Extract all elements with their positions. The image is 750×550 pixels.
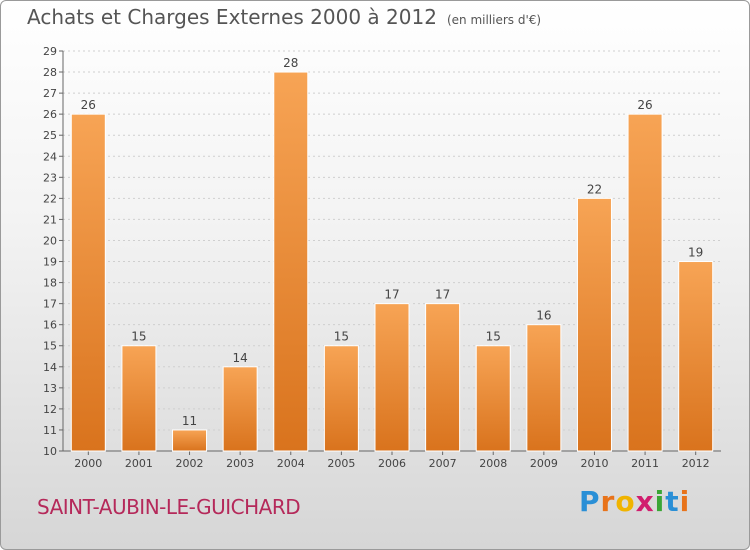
chart-title: Achats et Charges Externes 2000 à 2012 (e… bbox=[27, 5, 541, 29]
y-tick-label: 28 bbox=[43, 66, 57, 79]
x-tick-label: 2003 bbox=[226, 457, 254, 470]
x-tick-label: 2002 bbox=[176, 457, 204, 470]
bar bbox=[374, 303, 410, 452]
y-tick-label: 10 bbox=[43, 445, 57, 458]
x-tick-label: 2009 bbox=[530, 457, 558, 470]
y-tick-label: 12 bbox=[43, 403, 57, 416]
bar-value-label: 15 bbox=[334, 330, 349, 344]
bar-value-label: 19 bbox=[688, 246, 703, 260]
x-tick-label: 2005 bbox=[327, 457, 355, 470]
logo-letter: i bbox=[679, 485, 691, 518]
x-tick-label: 2010 bbox=[580, 457, 608, 470]
logo-letter: x bbox=[635, 485, 655, 518]
y-tick-label: 11 bbox=[43, 424, 57, 437]
bar-value-label: 14 bbox=[233, 351, 248, 365]
y-tick-label: 26 bbox=[43, 108, 57, 121]
bar bbox=[323, 345, 359, 452]
title-text: Achats et Charges Externes 2000 à 2012 bbox=[27, 5, 437, 29]
bar bbox=[678, 261, 714, 452]
logo-letter: o bbox=[615, 485, 636, 518]
bar-value-label: 26 bbox=[637, 98, 652, 112]
x-tick-label: 2008 bbox=[479, 457, 507, 470]
y-tick-label: 21 bbox=[43, 213, 57, 226]
y-tick-label: 23 bbox=[43, 171, 57, 184]
y-tick-label: 22 bbox=[43, 192, 57, 205]
bar bbox=[70, 113, 106, 452]
y-tick-label: 18 bbox=[43, 277, 57, 290]
bar bbox=[222, 366, 258, 452]
x-tick-label: 2001 bbox=[125, 457, 153, 470]
logo-letter: P bbox=[579, 485, 601, 518]
bar bbox=[121, 345, 157, 452]
x-tick-label: 2004 bbox=[277, 457, 305, 470]
y-tick-label: 15 bbox=[43, 340, 57, 353]
bar-value-label: 26 bbox=[81, 98, 96, 112]
logo-letter: t bbox=[665, 485, 680, 518]
y-tick-label: 29 bbox=[43, 45, 57, 58]
y-tick-label: 19 bbox=[43, 256, 57, 269]
bar bbox=[273, 71, 309, 452]
bar-value-label: 22 bbox=[587, 182, 602, 196]
y-tick-label: 27 bbox=[43, 87, 57, 100]
y-tick-label: 25 bbox=[43, 129, 57, 142]
x-tick-label: 2012 bbox=[682, 457, 710, 470]
bar-value-label: 16 bbox=[536, 309, 551, 323]
bar bbox=[576, 197, 612, 452]
bar bbox=[526, 324, 562, 452]
bar bbox=[627, 113, 663, 452]
bar-value-label: 17 bbox=[384, 288, 399, 302]
subtitle-text: (en milliers d'€) bbox=[446, 13, 542, 27]
x-tick-label: 2007 bbox=[429, 457, 457, 470]
bars bbox=[70, 71, 714, 452]
x-tick-label: 2000 bbox=[74, 457, 102, 470]
y-tick-label: 13 bbox=[43, 382, 57, 395]
bar-value-label: 15 bbox=[131, 330, 146, 344]
y-tick-label: 16 bbox=[43, 319, 57, 332]
x-tick-label: 2006 bbox=[378, 457, 406, 470]
bar bbox=[475, 345, 511, 452]
y-tick-label: 24 bbox=[43, 150, 57, 163]
y-tick-label: 14 bbox=[43, 361, 57, 374]
bar-value-label: 17 bbox=[435, 288, 450, 302]
city-name: SAINT-AUBIN-LE-GUICHARD bbox=[37, 495, 301, 519]
labels: 10 11 12 13 14 15 16 17 18 19 20 21 22 23 24 25 26 27 28 29… bbox=[43, 45, 710, 470]
bar-value-label: 11 bbox=[182, 414, 197, 428]
proxiti-logo: Proxiti bbox=[579, 485, 690, 518]
bar bbox=[172, 429, 208, 452]
y-tick-label: 20 bbox=[43, 234, 57, 247]
bar bbox=[425, 303, 461, 452]
y-tick-label: 17 bbox=[43, 298, 57, 311]
bar-value-label: 15 bbox=[486, 330, 501, 344]
logo-letter: i bbox=[654, 485, 666, 518]
bar-value-label: 28 bbox=[283, 56, 298, 70]
x-tick-label: 2011 bbox=[631, 457, 659, 470]
logo-letter: r bbox=[600, 485, 616, 518]
